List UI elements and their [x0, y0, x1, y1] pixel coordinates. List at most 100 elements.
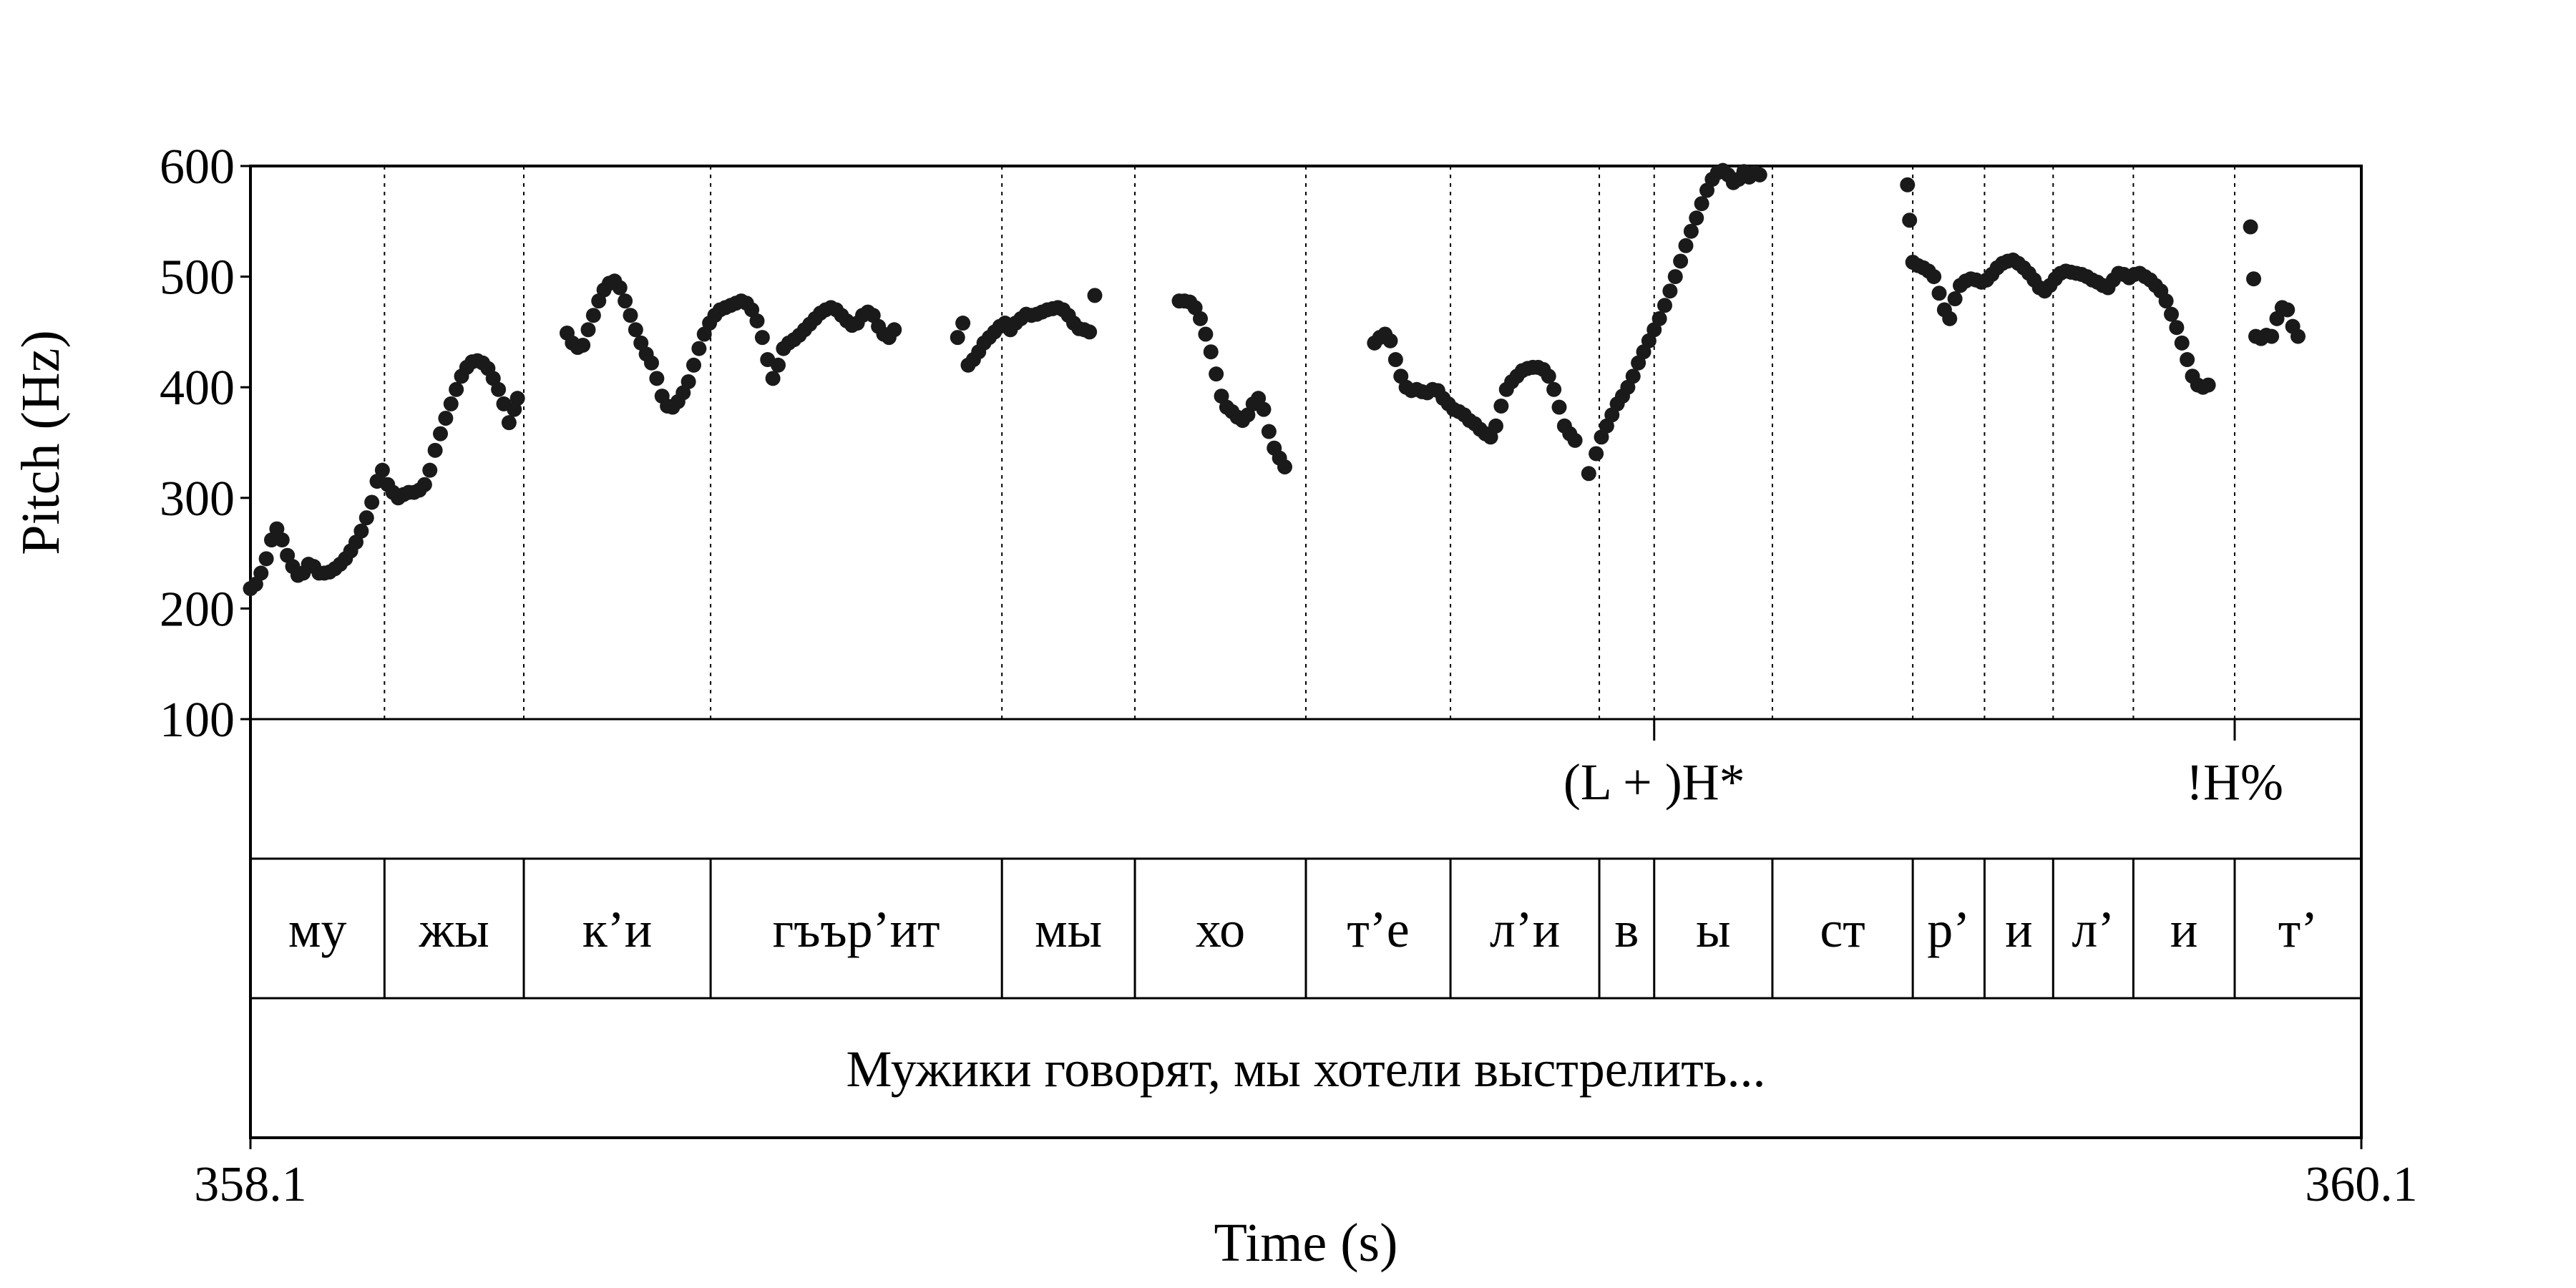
pitch-point [1589, 446, 1604, 462]
pitch-point [1678, 238, 1694, 253]
syllable-label: жы [419, 901, 489, 958]
pitch-point [585, 308, 601, 323]
pitch-point [364, 494, 380, 510]
pitch-point [1203, 344, 1219, 360]
y-tick-label: 400 [160, 361, 235, 416]
y-tick-label: 300 [160, 472, 235, 527]
pitch-point [575, 337, 591, 353]
pitch-point [649, 371, 665, 386]
pitch-point [1256, 401, 1272, 417]
pitch-point [2200, 377, 2216, 393]
pitch-point [438, 410, 454, 426]
pitch-point [1652, 311, 1667, 326]
sentence-label: Мужики говорят, мы хотели выстрелить... [847, 1040, 1766, 1098]
syllable-label: т’е [1347, 901, 1409, 958]
pitch-point [1198, 326, 1214, 342]
pitch-point [253, 565, 269, 581]
pitch-point [1493, 398, 1509, 414]
pitch-point [1673, 253, 1689, 269]
pitch-point [1942, 311, 1958, 326]
y-tick-label: 100 [160, 693, 235, 748]
pitch-point [1689, 210, 1704, 226]
pitch-point [2174, 335, 2190, 351]
syllable-label: му [288, 901, 347, 958]
pitch-point [618, 293, 633, 309]
pitch-point [1382, 333, 1398, 348]
pitch-point [1546, 381, 1562, 397]
pitch-point [1387, 352, 1403, 368]
pitch-point [2164, 306, 2179, 322]
y-axis-title: Pitch (Hz) [11, 330, 71, 555]
pitch-point [501, 415, 517, 431]
pitch-point [509, 391, 525, 406]
syllable-label: к’и [582, 901, 653, 958]
y-tick-label: 600 [160, 140, 235, 195]
pitch-point [1752, 167, 1767, 182]
pitch-point [950, 330, 965, 346]
syllable-label: т’ [2278, 901, 2318, 958]
pitch-point [644, 355, 659, 371]
x-axis-title: Time (s) [1214, 1213, 1398, 1273]
syllable-label: мы [1035, 901, 1102, 958]
pitch-point [1261, 424, 1277, 439]
pitch-point [1931, 286, 1947, 301]
syllable-label: л’и [1490, 901, 1560, 958]
pitch-point [955, 316, 971, 331]
pitch-point [2264, 328, 2280, 344]
pitch-point [422, 462, 438, 478]
pitch-point [2246, 271, 2262, 287]
pitch-point [374, 462, 390, 478]
pitch-point [887, 322, 902, 338]
pitch-point [2290, 328, 2306, 344]
pitch-point [1625, 369, 1641, 384]
axes: 600 500 400 300 200 100 358.1 360.1 Pitch (Hz) Ti… [11, 140, 2418, 1273]
syllable-label: ы [1696, 901, 1730, 958]
pitch-point [2169, 320, 2185, 336]
pitch-point [1902, 213, 1918, 228]
pitch-point [680, 374, 696, 389]
syllable-label: и [2170, 901, 2198, 958]
pitch-point [612, 280, 628, 296]
pitch-point [1087, 288, 1103, 303]
syllable-label: и [2005, 901, 2033, 958]
syllable-label: л’ [2072, 901, 2114, 958]
y-tick-label: 500 [160, 250, 235, 306]
pitch-point [1657, 298, 1672, 313]
syllable-label: р’ [1927, 901, 1970, 958]
pitch-point [353, 523, 369, 539]
pitch-point [1926, 269, 1942, 285]
pitch-point [2180, 352, 2195, 368]
pitch-point [274, 532, 290, 548]
syllable-label: в [1614, 901, 1639, 958]
pitch-point [433, 426, 448, 441]
pitch-point [1488, 418, 1503, 434]
pitch-point [1694, 196, 1709, 212]
pitch-point [1551, 399, 1567, 415]
x-tick-label: 360.1 [2305, 1157, 2418, 1212]
pitch-point [2158, 293, 2174, 309]
y-tick-label: 200 [160, 582, 235, 637]
pitch-point [754, 330, 770, 346]
pitch-point [1581, 466, 1596, 482]
pitch-point [1277, 459, 1292, 475]
annotation-tiers: (L + )H* !H%му жы к’и гъър’ит мы хо т’е л’и в ы ст р… [288, 719, 2318, 1098]
tone-label: (L + )H* [1563, 753, 1745, 811]
pitch-point [449, 381, 464, 397]
pitch-point [1209, 366, 1224, 382]
pitch-point [443, 396, 459, 411]
pitch-point [1193, 311, 1208, 326]
pitch-point [2280, 302, 2296, 318]
pitch-point [580, 322, 596, 338]
pitch-point [1683, 223, 1699, 239]
pitch-point [1567, 432, 1583, 448]
pitch-point [258, 551, 274, 567]
pitch-point [358, 510, 374, 526]
pitch-point [628, 322, 643, 338]
pitch-point [416, 477, 432, 492]
syllable-label: хо [1196, 901, 1245, 958]
pitch-point [749, 313, 765, 328]
syllable-label: ст [1820, 901, 1865, 958]
pitch-point [2243, 219, 2258, 235]
pitch-point [1541, 369, 1556, 384]
pitch-point [623, 308, 638, 323]
